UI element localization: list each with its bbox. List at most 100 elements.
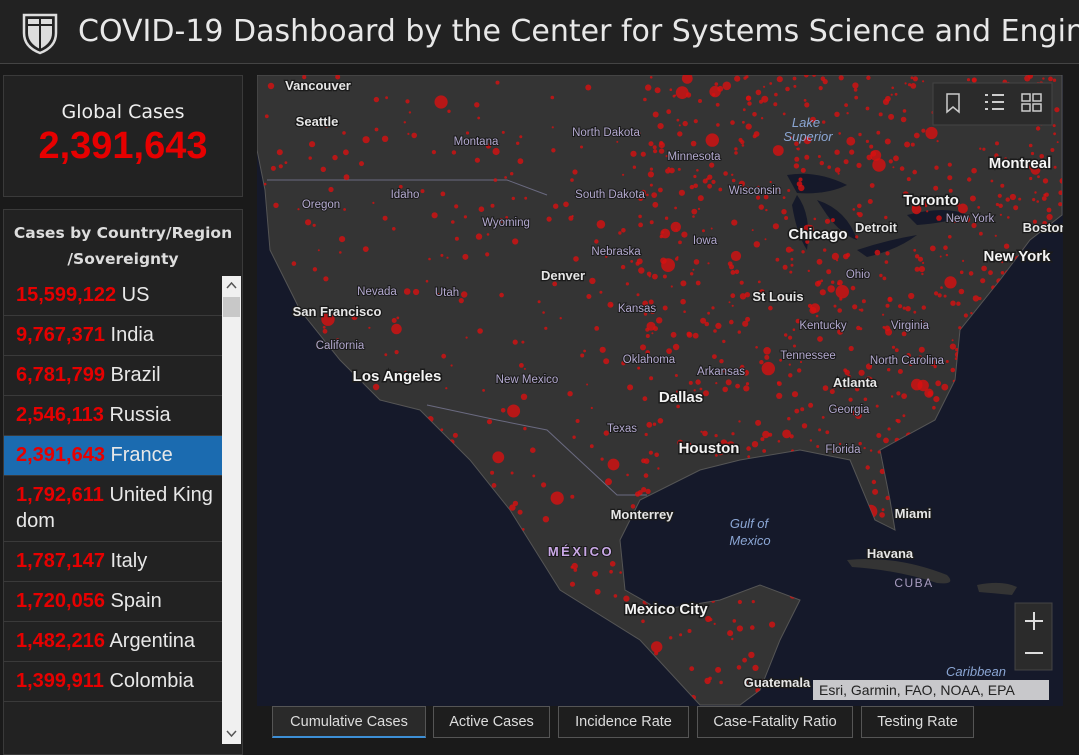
map-label: Miami: [895, 506, 932, 521]
map-label: South Dakota: [575, 189, 645, 201]
case-dot: [837, 308, 842, 313]
case-dot: [803, 136, 812, 145]
case-dot: [491, 483, 497, 488]
case-count: 1,787,147: [16, 550, 105, 572]
case-dot: [737, 330, 741, 334]
tab[interactable]: Active Cases: [433, 706, 550, 738]
case-dot: [738, 420, 741, 423]
country-row[interactable]: 1,482,216 Argentina: [4, 622, 222, 662]
case-dot: [791, 391, 799, 398]
map[interactable]: Vancouver Seattle Montana North Dakota Minne…: [257, 75, 1063, 706]
case-dot: [717, 449, 724, 456]
map-label: Montreal: [989, 155, 1052, 172]
case-dot: [798, 184, 805, 192]
case-dot: [342, 131, 346, 135]
case-dot: [834, 111, 840, 117]
case-dot: [501, 130, 505, 134]
case-dot: [638, 195, 644, 201]
case-dot: [821, 416, 825, 419]
case-dot: [638, 214, 642, 219]
map-label: New York: [946, 213, 995, 225]
case-dot: [933, 396, 940, 403]
case-dot: [1043, 193, 1047, 197]
country-row[interactable]: 9,767,371 India: [4, 316, 222, 356]
case-dot: [875, 404, 879, 408]
case-dot: [493, 178, 498, 182]
country-row[interactable]: 15,599,122 US: [4, 276, 222, 316]
case-dot: [609, 561, 616, 567]
case-dot: [709, 447, 713, 451]
case-dot: [381, 135, 389, 142]
case-dot: [734, 147, 738, 151]
case-dot: [679, 633, 683, 637]
map-label: San Francisco: [293, 304, 382, 319]
case-dot: [648, 299, 654, 305]
case-dot: [570, 565, 574, 569]
case-dot: [948, 188, 953, 193]
country-row[interactable]: 6,781,799 Brazil: [4, 356, 222, 396]
case-dot: [908, 83, 912, 87]
case-dot: [559, 317, 562, 320]
case-dot: [945, 253, 949, 257]
case-dot: [953, 220, 957, 223]
country-name: Colombia: [109, 670, 194, 692]
case-dot: [956, 301, 961, 306]
case-dot: [276, 149, 283, 156]
map-widgets[interactable]: [932, 82, 1053, 126]
basemap-icon: [1021, 93, 1042, 112]
tab[interactable]: Incidence Rate: [558, 706, 689, 738]
case-dot: [373, 96, 380, 103]
case-dot: [951, 339, 954, 342]
case-dot: [896, 391, 901, 396]
case-dot: [589, 444, 594, 449]
case-dot: [596, 220, 606, 229]
tab[interactable]: Case-Fatality Ratio: [697, 706, 853, 738]
country-name: India: [110, 324, 154, 346]
case-dot: [638, 267, 645, 274]
case-dot: [817, 336, 823, 342]
tab[interactable]: Testing Rate: [861, 706, 974, 738]
case-dot: [863, 446, 866, 450]
case-dot: [804, 154, 810, 160]
country-row[interactable]: 1,792,611 United Kingdom: [4, 476, 222, 542]
case-dot: [542, 311, 545, 314]
country-row[interactable]: 2,391,643 France: [4, 436, 222, 476]
case-dot: [328, 186, 334, 193]
case-dot: [741, 144, 745, 147]
country-row[interactable]: 2,546,113 Russia: [4, 396, 222, 436]
page-title: COVID-19 Dashboard by the Center for Sys…: [78, 14, 1079, 49]
case-dot: [912, 205, 916, 209]
case-dot: [677, 167, 681, 171]
case-dot: [867, 199, 873, 204]
case-dot: [569, 581, 576, 587]
case-dot: [746, 446, 751, 451]
map-label: California: [316, 340, 365, 352]
case-dot: [856, 212, 860, 216]
case-dot: [925, 126, 938, 140]
tab[interactable]: Cumulative Cases: [272, 706, 426, 738]
case-dot: [640, 151, 646, 157]
case-dot: [1003, 243, 1010, 249]
case-dot: [913, 310, 917, 314]
list-title-line: Cases by Country/Region: [13, 224, 233, 242]
case-dot: [297, 208, 300, 211]
case-dot: [528, 376, 535, 384]
scrollbar[interactable]: [222, 276, 241, 744]
case-dot: [852, 304, 858, 310]
case-dot: [819, 160, 824, 166]
country-row[interactable]: 1,399,911 Colombia: [4, 662, 222, 702]
case-dot: [486, 419, 493, 425]
lake: [817, 200, 857, 240]
case-dot: [630, 504, 636, 509]
case-dot: [864, 376, 874, 386]
country-row[interactable]: 1,720,056 Spain: [4, 582, 222, 622]
country-row[interactable]: 1,787,147 Italy: [4, 542, 222, 582]
case-dot: [715, 454, 718, 457]
case-dot: [693, 389, 696, 392]
case-dot: [589, 277, 596, 285]
map-label: Vancouver: [285, 78, 351, 93]
case-dot: [848, 397, 853, 402]
case-dot: [709, 162, 715, 168]
zoom-control[interactable]: [1014, 602, 1053, 671]
